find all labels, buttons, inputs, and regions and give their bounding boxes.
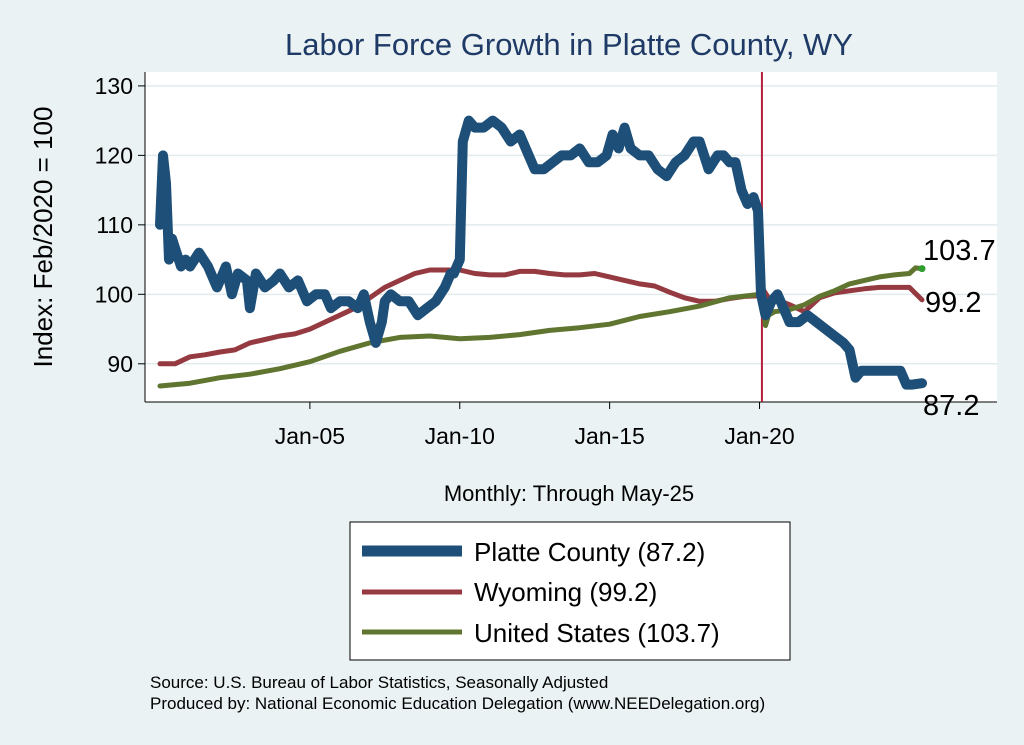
producer-line: Produced by: National Economic Education…: [150, 694, 765, 713]
y-tick-label-90: 90: [107, 351, 133, 377]
series-layer: [155, 115, 927, 390]
y-tick-label-120: 120: [95, 142, 133, 168]
legend-label-wyoming: Wyoming (99.2): [474, 577, 657, 607]
x-tick-label-jan-05: Jan-05: [275, 423, 345, 449]
series-line-united-states: [157, 265, 925, 389]
end-label-united-states: 103.7: [923, 235, 996, 267]
y-tick-label-100: 100: [95, 281, 133, 307]
plot-area: [145, 72, 997, 402]
legend-label-united-states: United States (103.7): [474, 618, 720, 648]
y-axis-ticks: 90 100 110 120 130: [95, 73, 145, 377]
series-line-wyoming: [157, 267, 925, 367]
y-tick-label-110: 110: [96, 212, 133, 238]
x-tick-label-jan-20: Jan-20: [724, 423, 794, 449]
chart-title: Labor Force Growth in Platte County, WY: [285, 27, 853, 62]
series-end-point-united-states: [918, 265, 926, 273]
x-axis-ticks: Jan-05 Jan-10 Jan-15 Jan-20: [275, 402, 795, 449]
x-tick-label-jan-10: Jan-10: [425, 423, 495, 449]
source-line: Source: U.S. Bureau of Labor Statistics,…: [150, 673, 608, 692]
x-tick-label-jan-15: Jan-15: [574, 423, 644, 449]
end-label-wyoming: 99.2: [925, 287, 981, 319]
legend-label-platte-county: Platte County (87.2): [474, 537, 705, 567]
end-label-platte-county: 87.2: [923, 390, 979, 422]
legend: Platte County (87.2) Wyoming (99.2) Unit…: [349, 521, 791, 661]
series-line-platte-county: [155, 115, 927, 390]
x-axis-label: Monthly: Through May-25: [444, 481, 694, 506]
y-tick-label-130: 130: [95, 73, 133, 99]
y-axis-label: Index: Feb/2020 = 100: [28, 107, 58, 368]
end-labels: 103.7 99.2 87.2: [923, 235, 996, 422]
